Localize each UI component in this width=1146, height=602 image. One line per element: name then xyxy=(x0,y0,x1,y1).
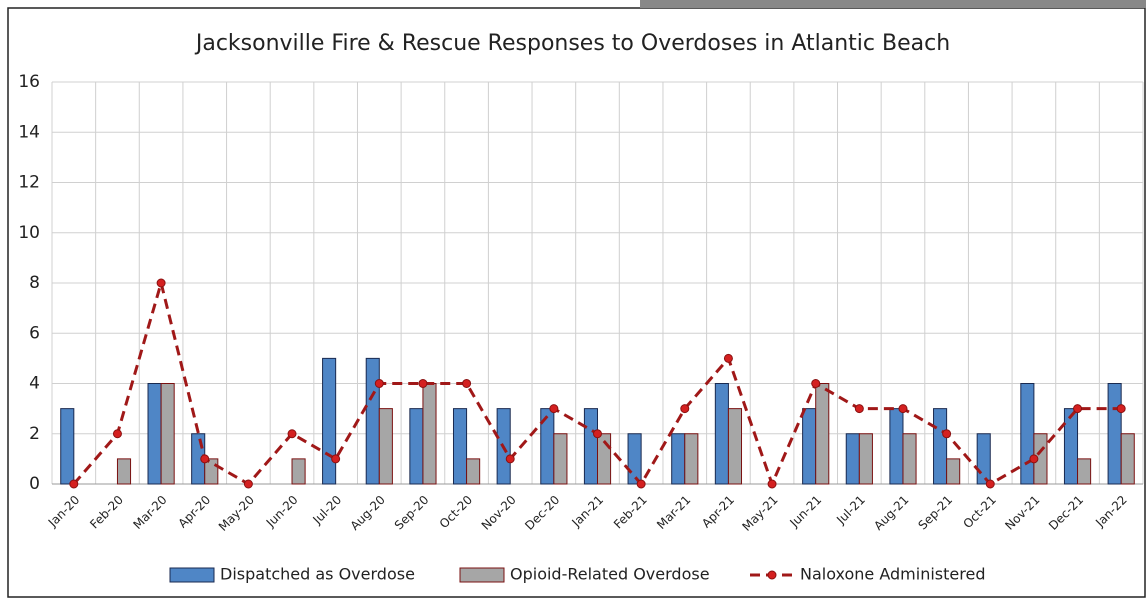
bar xyxy=(802,408,817,485)
legend-swatch-marker xyxy=(767,570,777,580)
line-marker xyxy=(287,429,297,439)
legend-label: Opioid-Related Overdose xyxy=(510,565,710,584)
bar xyxy=(409,408,424,485)
bar xyxy=(365,357,380,485)
line-marker xyxy=(1029,454,1039,464)
legend-swatch xyxy=(169,567,215,583)
line-marker xyxy=(505,454,515,464)
bar xyxy=(553,433,568,485)
bar xyxy=(60,408,75,485)
y-tick-label: 12 xyxy=(18,173,40,193)
y-tick-label: 6 xyxy=(29,323,40,343)
bar xyxy=(322,357,337,485)
bar xyxy=(946,458,961,485)
bar xyxy=(627,433,642,485)
y-tick-label: 16 xyxy=(18,72,40,92)
bar xyxy=(671,433,686,485)
line-marker xyxy=(898,404,908,414)
bar xyxy=(976,433,991,485)
bar xyxy=(160,383,175,485)
bar xyxy=(116,458,132,485)
legend-swatch xyxy=(459,567,505,583)
y-tick-label: 2 xyxy=(29,424,40,444)
bar xyxy=(858,433,873,485)
line-marker xyxy=(636,479,646,489)
bar xyxy=(815,383,830,485)
bar xyxy=(1107,383,1122,485)
bar xyxy=(684,433,699,485)
line-marker xyxy=(112,429,122,439)
line-marker xyxy=(549,404,559,414)
line-marker xyxy=(331,454,341,464)
line-marker xyxy=(593,429,602,439)
line-marker xyxy=(156,278,166,288)
bar xyxy=(422,383,437,485)
bar xyxy=(378,408,393,485)
bar xyxy=(466,458,481,485)
line-marker xyxy=(418,379,428,388)
line-marker xyxy=(942,429,952,439)
bar xyxy=(291,458,306,485)
bar xyxy=(933,408,948,485)
chart-frame xyxy=(7,7,1146,598)
line-marker xyxy=(1073,404,1083,414)
bar xyxy=(1120,433,1135,485)
line-marker xyxy=(811,379,821,388)
bar xyxy=(1077,458,1092,485)
y-tick-label: 8 xyxy=(29,273,40,293)
bar xyxy=(452,408,468,485)
line-marker xyxy=(462,379,472,388)
chart-title: Jacksonville Fire & Rescue Responses to … xyxy=(194,31,950,56)
y-tick-label: 0 xyxy=(29,474,40,494)
y-tick-label: 14 xyxy=(18,122,40,142)
bar xyxy=(147,383,162,485)
y-tick-label: 4 xyxy=(29,374,40,394)
line-marker xyxy=(985,479,995,489)
bar xyxy=(1063,408,1079,485)
background-strip xyxy=(640,0,1146,8)
bar xyxy=(1020,383,1035,485)
line-marker xyxy=(243,479,253,489)
y-tick-label: 10 xyxy=(18,223,40,243)
line-marker xyxy=(767,479,777,489)
legend-label: Dispatched as Overdose xyxy=(220,565,415,584)
line-marker xyxy=(374,379,384,388)
bar xyxy=(583,408,599,485)
bar xyxy=(889,408,904,485)
bar xyxy=(727,408,743,485)
line-marker xyxy=(854,404,864,414)
bar xyxy=(845,433,860,485)
line-marker xyxy=(1116,404,1126,414)
bar xyxy=(714,383,729,485)
line-marker xyxy=(69,479,79,489)
line-marker xyxy=(200,454,210,464)
line-marker xyxy=(723,353,733,363)
legend-label: Naloxone Administered xyxy=(800,565,985,584)
bar xyxy=(902,433,917,485)
line-marker xyxy=(680,404,690,414)
